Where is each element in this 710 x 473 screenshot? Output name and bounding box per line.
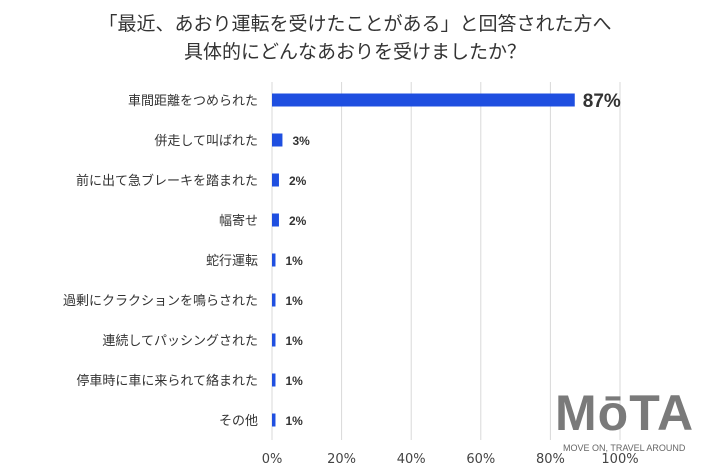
category-label: その他	[219, 414, 258, 429]
x-tick-label: 60%	[466, 452, 495, 467]
x-tick-label: 40%	[397, 452, 426, 467]
bar	[272, 373, 276, 387]
bar	[272, 133, 283, 147]
bar	[272, 173, 279, 187]
data-label: 1%	[285, 374, 303, 388]
mota-logo: MōTA	[555, 385, 695, 441]
category-label: 幅寄せ	[219, 213, 258, 229]
category-label: 併走して叫ばれた	[154, 134, 258, 149]
bar	[272, 253, 276, 267]
category-label: 連続してパッシングされた	[102, 334, 258, 349]
data-label: 2%	[289, 214, 307, 228]
data-label: 1%	[285, 414, 303, 428]
data-label: 1%	[285, 294, 303, 308]
category-label: 過剰にクラクションを鳴らされた	[63, 294, 258, 309]
chart-title-line-2: 具体的にどんなあおりを受けましたか？	[183, 41, 526, 63]
x-tick-label: 20%	[327, 452, 356, 467]
category-label: 蛇行運転	[206, 254, 258, 269]
data-label: 3%	[292, 134, 310, 148]
category-label: 前に出て急ブレーキを踏まれた	[76, 173, 258, 189]
data-label: 1%	[285, 254, 303, 268]
bar	[272, 213, 279, 227]
category-label: 停車時に車に来られて絡まれた	[76, 373, 258, 389]
bar	[272, 293, 276, 307]
x-tick-label: 80%	[536, 452, 565, 467]
data-label: 2%	[289, 174, 307, 188]
data-label: 87%	[583, 91, 621, 112]
category-label: 車間距離をつめられた	[128, 94, 258, 109]
bar	[272, 413, 276, 427]
mota-tagline: MOVE ON, TRAVEL AROUND	[563, 443, 686, 453]
bar	[272, 93, 575, 107]
data-label: 1%	[285, 334, 303, 348]
bar	[272, 333, 276, 347]
x-tick-label: 0%	[262, 452, 283, 467]
x-tick-label: 100%	[601, 452, 638, 467]
chart-title-line-1: 「最近、あおり運転を受けたことがある」と回答された方へ	[98, 13, 612, 35]
